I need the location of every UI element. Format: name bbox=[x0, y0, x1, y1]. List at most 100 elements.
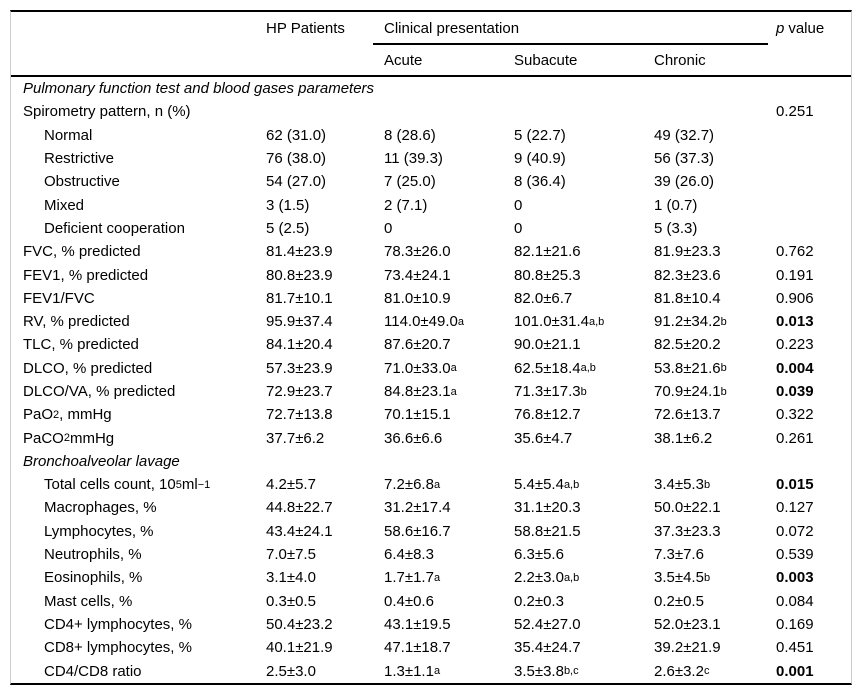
value-cell-acute: 1.7±1.7 a bbox=[384, 569, 441, 587]
value-cell-hp: 44.8±22.7 bbox=[266, 499, 333, 517]
row-label: CD8+ lymphocytes, % bbox=[44, 639, 192, 657]
header-acute: Acute bbox=[384, 51, 423, 69]
table-row: DLCO, % predicted 57.3±23.9 71.0±33.0 a 62.… bbox=[11, 357, 851, 380]
value-cell-subacute: 3.5±3.8 b,c bbox=[514, 662, 579, 680]
value-cell-acute: 70.1±15.1 bbox=[384, 406, 451, 424]
header-clinical-presentation-label: Clinical presentation bbox=[384, 20, 520, 37]
row-label: CD4/CD8 ratio bbox=[44, 662, 142, 680]
header-chronic: Chronic bbox=[654, 51, 706, 69]
value-cell-hp: 43.4±24.1 bbox=[266, 522, 333, 540]
table-row: PaCO 2 mmHg 37.7±6.2 36.6±6.6 35.6±4.7 38.1±6… bbox=[11, 426, 851, 449]
value-cell-hp: 76 (38.0) bbox=[266, 150, 327, 168]
value-cell-chronic: 49 (32.7) bbox=[654, 126, 715, 144]
clinical-presentation-rule bbox=[373, 43, 768, 45]
value-cell-hp: 81.4±23.9 bbox=[266, 243, 333, 261]
value-cell-chronic: 52.0±23.1 bbox=[654, 615, 721, 633]
value-cell-chronic: 1 (0.7) bbox=[654, 196, 698, 214]
value-cell-chronic: 39.2±21.9 bbox=[654, 639, 721, 657]
section-label: Bronchoalveolar lavage bbox=[23, 452, 180, 470]
row-label: Spirometry pattern, n (%) bbox=[23, 103, 191, 121]
header-empty-cell bbox=[776, 45, 853, 75]
value-cell-subacute: 35.6±4.7 bbox=[514, 429, 573, 447]
p-value-cell: 0.039 bbox=[776, 383, 814, 400]
value-cell-hp: 54 (27.0) bbox=[266, 173, 327, 191]
p-value-cell: 0.003 bbox=[776, 569, 814, 587]
value-cell-acute: 2 (7.1) bbox=[384, 196, 428, 214]
table-row: FEV1/FVC 81.7±10.1 81.0±10.9 82.0±6.7 81.8±1… bbox=[11, 287, 851, 310]
value-cell-subacute: 58.8±21.5 bbox=[514, 522, 581, 540]
value-cell-hp: 57.3±23.9 bbox=[266, 359, 333, 377]
value-cell-subacute: 71.3±17.3 b bbox=[514, 383, 587, 400]
value-cell-hp: 62 (31.0) bbox=[266, 126, 327, 144]
value-cell-acute: 31.2±17.4 bbox=[384, 499, 451, 517]
value-cell-chronic: 53.8±21.6 b bbox=[654, 359, 727, 377]
p-value-cell bbox=[776, 124, 853, 147]
row-label: DLCO/VA, % predicted bbox=[23, 383, 176, 400]
row-label: DLCO, % predicted bbox=[23, 359, 153, 377]
header-p-value: p value bbox=[776, 12, 853, 45]
value-cell-acute: 7 (25.0) bbox=[384, 173, 436, 191]
value-cell-subacute: 101.0±31.4 a,b bbox=[514, 313, 605, 331]
value-cell-chronic: 0.2±0.5 bbox=[654, 592, 704, 610]
value-cell-chronic: 39 (26.0) bbox=[654, 173, 715, 191]
value-cell-subacute: 0.2±0.3 bbox=[514, 592, 564, 610]
value-cell-acute: 87.6±20.7 bbox=[384, 336, 451, 354]
p-value-cell bbox=[776, 147, 853, 170]
value-cell-hp: 72.9±23.7 bbox=[266, 383, 333, 400]
p-value-cell: 0.762 bbox=[776, 243, 814, 261]
value-cell-acute: 84.8±23.1 a bbox=[384, 383, 457, 400]
header-row-2: Acute Subacute Chronic bbox=[11, 45, 851, 75]
table-row: Lymphocytes, % 43.4±24.1 58.6±16.7 58.8±21.… bbox=[11, 520, 851, 543]
row-label: Deficient cooperation bbox=[44, 219, 185, 237]
value-cell-acute: 36.6±6.6 bbox=[384, 429, 443, 447]
table-row: DLCO/VA, % predicted 72.9±23.7 84.8±23.1 a 7… bbox=[11, 380, 851, 403]
value-cell-subacute: 5 (22.7) bbox=[514, 126, 566, 144]
table-row: Obstructive 54 (27.0) 7 (25.0) 8 (36.4) 39 (… bbox=[11, 170, 851, 193]
p-value-cell: 0.001 bbox=[776, 662, 814, 680]
header-hp-patients: HP Patients bbox=[266, 20, 345, 37]
value-cell-acute: 114.0±49.0 a bbox=[384, 313, 464, 331]
value-cell-acute: 47.1±18.7 bbox=[384, 639, 451, 657]
p-value-cell: 0.322 bbox=[776, 406, 814, 424]
value-cell-acute: 0 bbox=[384, 219, 393, 237]
table-header: HP Patients Clinical presentation p valu… bbox=[11, 12, 851, 77]
value-cell-hp: 2.5±3.0 bbox=[266, 662, 316, 680]
value-cell-acute: 11 (39.3) bbox=[384, 150, 443, 168]
p-value-cell: 0.223 bbox=[776, 336, 814, 354]
row-label: PaO 2, mmHg bbox=[23, 406, 112, 424]
value-cell-hp: 81.7±10.1 bbox=[266, 289, 333, 307]
row-label: RV, % predicted bbox=[23, 313, 130, 331]
table-row: Spirometry pattern, n (%) 0.251 bbox=[11, 100, 851, 123]
value-cell-hp: 4.2±5.7 bbox=[266, 476, 316, 494]
value-cell-subacute: 8 (36.4) bbox=[514, 173, 566, 191]
value-cell-chronic: 7.3±7.6 bbox=[654, 546, 704, 564]
section-row: Pulmonary function test and blood gases … bbox=[11, 77, 851, 100]
table-row: CD8+ lymphocytes, % 40.1±21.9 47.1±18.7 35.… bbox=[11, 636, 851, 659]
value-cell-acute: 6.4±8.3 bbox=[384, 546, 434, 564]
value-cell-acute: 1.3±1.1 a bbox=[384, 662, 441, 680]
table-row: CD4/CD8 ratio 2.5±3.0 1.3±1.1 a 3.5±3.8 b,c 2.… bbox=[11, 659, 851, 682]
row-label: Neutrophils, % bbox=[44, 546, 142, 564]
p-value-cell: 0.169 bbox=[776, 615, 814, 633]
header-clinical-presentation: Clinical presentation bbox=[373, 12, 776, 45]
table-row: Neutrophils, % 7.0±7.5 6.4±8.3 6.3±5.6 7.3±7… bbox=[11, 543, 851, 566]
value-cell-chronic: 81.9±23.3 bbox=[654, 243, 721, 261]
p-value-word: value bbox=[788, 20, 825, 37]
value-cell-hp: 37.7±6.2 bbox=[266, 429, 325, 447]
table-row: FEV1, % predicted 80.8±23.9 73.4±24.1 80.8±… bbox=[11, 263, 851, 286]
p-symbol: p bbox=[776, 20, 785, 37]
table-row: Mixed 3 (1.5) 2 (7.1) 0 1 (0.7) bbox=[11, 193, 851, 216]
value-cell-subacute: 0 bbox=[514, 196, 523, 214]
value-cell-chronic: 3.5±4.5 b bbox=[654, 569, 711, 587]
value-cell-hp bbox=[266, 100, 384, 123]
row-label: FEV1, % predicted bbox=[23, 266, 149, 284]
value-cell-acute: 43.1±19.5 bbox=[384, 615, 451, 633]
value-cell-subacute: 82.0±6.7 bbox=[514, 289, 573, 307]
value-cell-chronic: 81.8±10.4 bbox=[654, 289, 721, 307]
value-cell-hp: 40.1±21.9 bbox=[266, 639, 333, 657]
value-cell-chronic: 70.9±24.1 b bbox=[654, 383, 727, 400]
row-label: Obstructive bbox=[44, 173, 120, 191]
table-row: TLC, % predicted 84.1±20.4 87.6±20.7 90.0±2… bbox=[11, 333, 851, 356]
value-cell-hp: 5 (2.5) bbox=[266, 219, 310, 237]
table-row: Eosinophils, % 3.1±4.0 1.7±1.7 a 2.2±3.0 a,… bbox=[11, 566, 851, 589]
